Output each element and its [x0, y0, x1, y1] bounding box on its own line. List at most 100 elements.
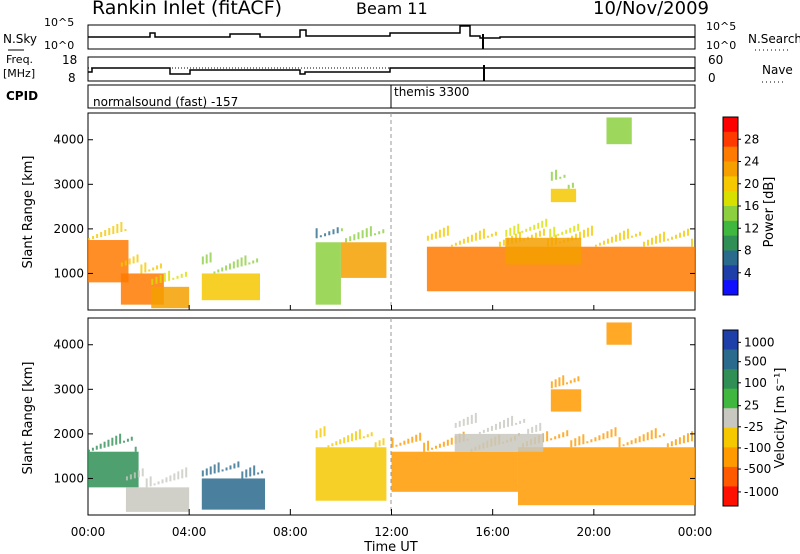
power-speckle [555, 169, 558, 180]
power-cbar-tick-label-0: 28 [744, 132, 759, 146]
velocity-ytick-label-2: 3000 [53, 382, 84, 396]
power-speckle [505, 229, 508, 237]
velocity-speckle [423, 442, 426, 452]
cpid-segment-2: themis 3300 [394, 85, 469, 99]
velocity-speckle [642, 434, 645, 442]
velocity-speckle [554, 379, 557, 388]
power-speckle [565, 229, 568, 234]
velocity-cbar-swatch-4 [723, 408, 738, 429]
velocity-speckle [374, 442, 377, 448]
power-speckle [533, 224, 536, 230]
velocity-speckle [407, 438, 410, 444]
power-speckle [156, 265, 159, 270]
power-speckle [606, 238, 609, 244]
power-speckle [365, 228, 368, 238]
velocity-speckle [486, 427, 489, 432]
x-tick-label-4: 16:00 [475, 525, 510, 539]
velocity-cbar-swatch-2 [723, 369, 738, 390]
velocity-speckle [562, 375, 565, 386]
power-speckle [545, 218, 548, 227]
velocity-cbar-swatch-0 [723, 330, 738, 351]
power-speckle [573, 225, 576, 232]
freq-label-2: [MHz] [3, 67, 35, 80]
power-speckle [622, 230, 625, 240]
power-speckle [502, 239, 505, 246]
nsearch-tick-top: 10^5 [706, 20, 736, 33]
power-speckle [682, 230, 685, 237]
power-ytick-label-1: 2000 [53, 222, 84, 236]
velocity-speckle [670, 441, 673, 447]
power-cbar-swatch-0 [723, 117, 738, 133]
freq-tick-top: 18 [62, 53, 77, 67]
velocity-band-4 [391, 451, 518, 492]
power-speckle [561, 231, 564, 235]
power-speckle [518, 231, 521, 242]
velocity-speckle [181, 469, 184, 479]
velocity-speckle [123, 440, 126, 443]
velocity-speckle [358, 429, 361, 440]
velocity-speckle [458, 420, 461, 427]
power-speckle [674, 234, 677, 239]
velocity-speckle [634, 438, 637, 444]
power-speckle [686, 228, 689, 236]
velocity-speckle [554, 436, 557, 440]
velocity-cbar-frame [722, 329, 739, 507]
velocity-speckle [133, 472, 136, 479]
power-speckle [521, 230, 524, 233]
velocity-band-6 [454, 433, 544, 452]
power-speckle [236, 259, 239, 268]
velocity-speckle [253, 465, 256, 476]
velocity-speckle [573, 378, 576, 383]
velocity-speckle [454, 422, 457, 428]
power-speckle [140, 264, 143, 274]
power-speckle [442, 227, 445, 237]
velocity-speckle [343, 437, 346, 444]
velocity-speckle [578, 436, 581, 446]
power-cbar-swatch-10 [723, 265, 738, 281]
power-speckle [159, 274, 162, 283]
velocity-speckle [331, 443, 334, 447]
power-speckle [369, 226, 372, 237]
velocity-speckle [119, 433, 122, 444]
power-cbar-swatch-7 [723, 220, 738, 237]
power-speckle [638, 231, 641, 236]
power-speckle [100, 232, 103, 238]
velocity-speckle [161, 479, 164, 484]
power-speckle [658, 233, 661, 243]
velocity-cbar-tick-label-7: -1000 [744, 485, 779, 499]
velocity-speckle [678, 437, 681, 445]
velocity-speckle [366, 434, 369, 438]
nsky-trace [88, 25, 695, 39]
power-cbar-tick-label-5: 8 [744, 244, 752, 258]
power-speckle [357, 232, 360, 240]
velocity-speckle [690, 431, 693, 442]
x-tick-label-3: 12:00 [374, 525, 409, 539]
power-speckle [244, 255, 247, 266]
power-cbar-swatch-11 [723, 280, 738, 296]
power-speckle [542, 228, 545, 236]
power-speckle [646, 239, 649, 246]
velocity-band-1 [125, 487, 190, 512]
power-cbar-tick-label-2: 20 [744, 177, 759, 191]
power-speckle [610, 236, 613, 243]
power-speckle [248, 262, 251, 265]
velocity-cbar-swatch-3 [723, 388, 738, 409]
beam-title: Beam 11 [356, 0, 428, 18]
power-cbar-swatch-9 [723, 250, 738, 266]
velocity-speckle [650, 430, 653, 440]
power-speckle [618, 232, 621, 241]
power-speckle [486, 235, 489, 238]
freq-panel-frame [87, 56, 696, 82]
power-speckle [590, 225, 593, 236]
velocity-speckle [470, 414, 473, 424]
power-speckle [678, 232, 681, 238]
velocity-ytick-label-0: 1000 [53, 471, 84, 485]
velocity-speckle [319, 428, 322, 438]
velocity-speckle [205, 468, 208, 476]
velocity-speckle [165, 477, 168, 483]
velocity-speckle [339, 439, 342, 445]
power-speckle [567, 184, 570, 189]
power-speckle [155, 276, 158, 284]
power-speckle [578, 231, 581, 239]
velocity-speckle [153, 483, 156, 486]
